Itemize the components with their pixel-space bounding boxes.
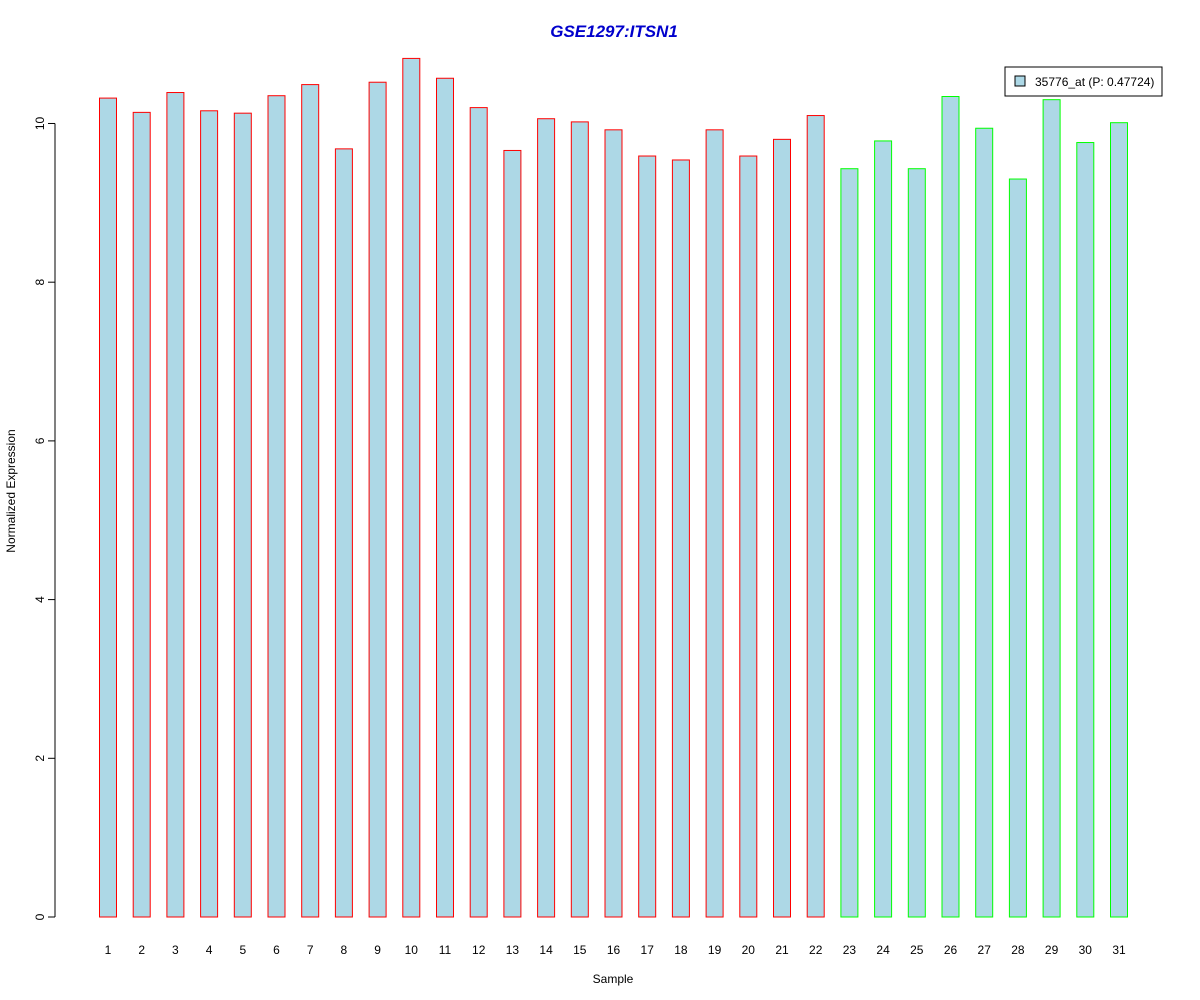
legend-label: 35776_at (P: 0.47724) xyxy=(1035,75,1154,89)
bar-sample-8 xyxy=(334,148,353,918)
bar-sample-5 xyxy=(233,112,252,918)
bar-sample-18 xyxy=(671,159,690,918)
bar-sample-28 xyxy=(1008,178,1027,918)
bar-sample-19 xyxy=(705,129,724,918)
x-tick-label: 3 xyxy=(172,943,179,957)
x-tick-label: 27 xyxy=(978,943,992,957)
x-tick-label: 8 xyxy=(341,943,348,957)
bar-sample-16 xyxy=(604,129,623,918)
bar-sample-12 xyxy=(469,107,488,918)
bar-sample-24 xyxy=(874,140,893,918)
x-tick-label: 17 xyxy=(641,943,655,957)
x-tick-label: 22 xyxy=(809,943,823,957)
bar-sample-15 xyxy=(570,121,589,918)
x-tick-label: 9 xyxy=(374,943,381,957)
x-tick-label: 26 xyxy=(944,943,958,957)
x-tick-label: 14 xyxy=(539,943,553,957)
bar-sample-22 xyxy=(806,115,825,918)
x-tick-label: 5 xyxy=(239,943,246,957)
bar-sample-29 xyxy=(1042,99,1061,918)
bar-sample-10 xyxy=(402,57,421,918)
legend-swatch xyxy=(1014,75,1026,87)
y-tick-label: 6 xyxy=(33,437,47,444)
bar-sample-20 xyxy=(739,155,758,918)
bar-sample-17 xyxy=(638,155,657,918)
y-tick-label: 10 xyxy=(33,116,47,130)
y-axis-label: Normalized Expression xyxy=(4,429,18,552)
y-tick-label: 0 xyxy=(33,913,47,920)
x-tick-label: 11 xyxy=(439,943,452,957)
bar-sample-9 xyxy=(368,81,387,918)
bar-sample-21 xyxy=(773,138,791,918)
x-tick-label: 18 xyxy=(674,943,688,957)
y-tick-label: 2 xyxy=(33,755,47,762)
bar-sample-25 xyxy=(907,168,926,918)
y-tick-label: 4 xyxy=(33,596,47,603)
bar-sample-14 xyxy=(537,118,556,918)
x-tick-label: 2 xyxy=(138,943,145,957)
x-tick-label: 1 xyxy=(105,943,112,957)
bar-sample-3 xyxy=(166,92,185,918)
legend: 35776_at (P: 0.47724) xyxy=(1004,66,1163,97)
x-tick-label: 21 xyxy=(775,943,789,957)
x-tick-label: 13 xyxy=(506,943,520,957)
x-tick-label: 23 xyxy=(843,943,857,957)
x-tick-label: 29 xyxy=(1045,943,1059,957)
bar-sample-13 xyxy=(503,149,522,918)
x-tick-label: 16 xyxy=(607,943,621,957)
x-tick-label: 4 xyxy=(206,943,213,957)
x-tick-label: 7 xyxy=(307,943,314,957)
y-axis: 0 2 4 6 8 10 xyxy=(33,116,56,920)
y-ticks: 0 2 4 6 8 10 xyxy=(33,116,55,920)
bar-sample-1 xyxy=(99,97,117,918)
bar-sample-30 xyxy=(1076,142,1095,918)
x-tick-label: 20 xyxy=(742,943,756,957)
x-tick-label: 25 xyxy=(910,943,924,957)
bar-sample-6 xyxy=(267,95,286,918)
x-tick-label: 15 xyxy=(573,943,587,957)
x-tick-label: 10 xyxy=(405,943,419,957)
x-tick-label: 30 xyxy=(1079,943,1093,957)
bar-sample-27 xyxy=(975,127,994,918)
bar-sample-23 xyxy=(840,168,859,918)
bar-sample-2 xyxy=(132,111,151,918)
x-tick-label: 31 xyxy=(1112,943,1126,957)
legend-box xyxy=(1004,66,1163,97)
x-tick-label: 19 xyxy=(708,943,722,957)
y-tick-label: 8 xyxy=(33,279,47,286)
x-tick-label: 24 xyxy=(876,943,890,957)
x-tick-label: 28 xyxy=(1011,943,1025,957)
x-axis-label: Sample xyxy=(593,972,634,986)
bar-sample-31 xyxy=(1110,122,1128,918)
bar-sample-11 xyxy=(436,77,454,918)
x-tick-label: 12 xyxy=(472,943,486,957)
x-tick-label: 6 xyxy=(273,943,280,957)
bar-sample-7 xyxy=(301,84,320,918)
bar-sample-4 xyxy=(200,110,219,918)
chart-title: GSE1297:ITSN1 xyxy=(550,22,678,41)
bars xyxy=(99,57,1128,918)
x-tick-labels: 1 2 3 4 5 6 7 8 9 10 11 12 13 14 15 16 17 18 19 20 21 22 23 24 2… xyxy=(105,943,1126,957)
bar-sample-26 xyxy=(941,96,960,918)
